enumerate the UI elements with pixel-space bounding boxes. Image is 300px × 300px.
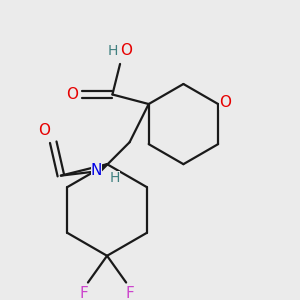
Text: F: F — [126, 286, 134, 300]
Text: F: F — [80, 286, 88, 300]
Text: H: H — [107, 44, 118, 58]
Text: O: O — [66, 87, 78, 102]
Text: N: N — [91, 163, 102, 178]
Text: O: O — [219, 94, 231, 110]
Text: O: O — [120, 43, 132, 58]
Text: O: O — [38, 123, 50, 138]
Text: H: H — [109, 172, 119, 185]
